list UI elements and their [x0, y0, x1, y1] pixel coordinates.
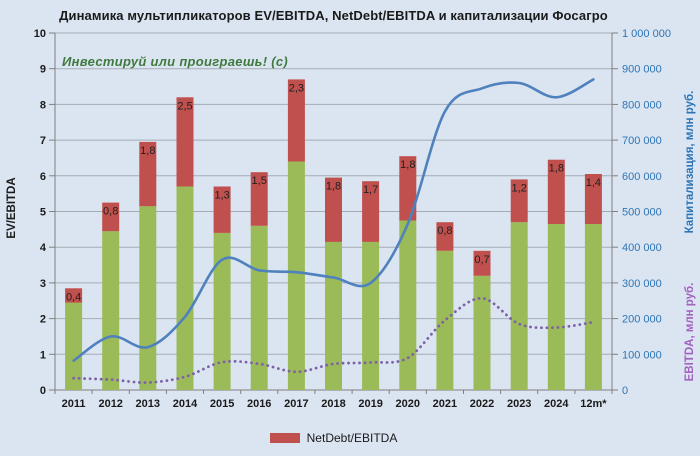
x-axis-label: 2023 — [507, 398, 531, 410]
bar-label: 1,2 — [512, 182, 527, 194]
bar-segment-red — [547, 159, 565, 224]
bar-label: 1,3 — [214, 190, 229, 202]
bar-segment-green — [176, 186, 194, 390]
bar-segment-green — [213, 232, 231, 390]
bar-label: 1,7 — [363, 184, 378, 196]
bar-segment-green — [362, 241, 380, 390]
x-axis-label: 2014 — [173, 398, 198, 410]
bar-segment-green — [510, 222, 528, 390]
legend-swatch-netdebt-icon — [269, 433, 300, 443]
bar-label: 0,8 — [103, 206, 118, 218]
bar-segment-red — [325, 177, 342, 242]
bar-segment-green — [584, 224, 602, 390]
right-tick-label: 500 000 — [622, 207, 662, 219]
bar-segment-red — [399, 156, 417, 221]
bar-segment-red — [584, 174, 602, 224]
chart-title: Динамика мультипликаторов EV/EBITDA, Net… — [59, 8, 608, 23]
right-tick-label: 1 000 000 — [622, 28, 671, 40]
bar-segment-green — [325, 241, 342, 390]
x-axis-label: 2018 — [321, 398, 345, 410]
x-axis-label: 2019 — [358, 398, 382, 410]
left-tick-label: 8 — [40, 99, 46, 111]
x-axis-label: 2021 — [433, 398, 457, 410]
bar-label: 2,3 — [289, 82, 304, 94]
bar-segment-green — [287, 161, 305, 390]
line-capitalization — [72, 78, 595, 362]
left-tick-label: 10 — [34, 28, 46, 40]
bar-label: 1,8 — [140, 145, 155, 157]
bar-segment-red — [139, 141, 157, 207]
bar-segment-green — [250, 225, 268, 390]
bar-segment-red — [510, 179, 528, 223]
bar-segment-red — [65, 288, 83, 303]
left-tick-label: 7 — [40, 135, 46, 147]
bar-label: 1,8 — [400, 159, 415, 171]
legend: NetDebt/EBITDA — [55, 431, 612, 445]
bar-label: 2,5 — [177, 100, 192, 112]
bar-label: 0,4 — [66, 291, 81, 303]
x-axis-label: 2017 — [284, 398, 308, 410]
bar-segment-green — [102, 231, 120, 390]
right-tick-label: 400 000 — [622, 242, 662, 254]
x-axis-label: 2011 — [62, 398, 86, 410]
bar-segment-red — [176, 97, 194, 187]
bar-segment-green — [65, 302, 83, 390]
right-tick-label: 600 000 — [622, 171, 662, 183]
x-axis-label: 2013 — [136, 398, 160, 410]
x-axis-label: 2024 — [544, 398, 569, 410]
x-axis-label: 2020 — [396, 398, 420, 410]
x-axis-label: 2016 — [247, 398, 271, 410]
bar-segment-green — [399, 220, 417, 390]
left-tick-label: 6 — [40, 171, 46, 183]
annotation-text: Инвестируй или проиграешь! (с) — [62, 54, 289, 69]
bar-label: 0,8 — [437, 225, 452, 237]
left-tick-label: 9 — [40, 64, 46, 76]
bar-label: 1,8 — [549, 163, 564, 175]
bar-segment-red — [213, 186, 231, 233]
bar-segment-red — [473, 250, 491, 276]
bar-label: 1,4 — [586, 177, 601, 189]
right-tick-label: 300 000 — [622, 278, 662, 290]
line-ebitda — [72, 296, 595, 384]
bar-segment-red — [362, 181, 380, 242]
bar-segment-green — [547, 224, 565, 390]
bar-segment-red — [287, 79, 305, 162]
right-tick-label: 700 000 — [622, 135, 662, 147]
right-tick-label: 0 — [622, 385, 628, 397]
left-tick-label: 0 — [40, 385, 46, 397]
left-tick-label: 4 — [40, 242, 47, 254]
bar-label: 1,5 — [252, 175, 267, 187]
x-axis-label: 2015 — [210, 398, 234, 410]
legend-label-netdebt: NetDebt/EBITDA — [306, 431, 398, 445]
left-tick-label: 2 — [40, 314, 46, 326]
x-axis-label: 2012 — [98, 398, 122, 410]
x-axis-label: 2022 — [470, 398, 494, 410]
bar-segment-red — [250, 172, 268, 226]
bar-segment-red — [102, 202, 120, 232]
right-tick-label: 200 000 — [622, 314, 662, 326]
bar-segment-red — [436, 222, 454, 251]
left-tick-label: 5 — [40, 207, 46, 219]
bar-segment-green — [139, 206, 157, 390]
left-tick-label: 3 — [40, 278, 46, 290]
bar-segment-green — [473, 275, 491, 390]
bar-label: 1,8 — [326, 181, 341, 193]
right-tick-label: 800 000 — [622, 99, 662, 111]
bar-label: 0,7 — [474, 254, 489, 266]
left-tick-label: 1 — [40, 349, 46, 361]
right-tick-label: 900 000 — [622, 64, 662, 76]
x-axis-label: 12m* — [580, 398, 607, 410]
bar-segment-green — [436, 250, 454, 390]
right-tick-label: 100 000 — [622, 349, 662, 361]
